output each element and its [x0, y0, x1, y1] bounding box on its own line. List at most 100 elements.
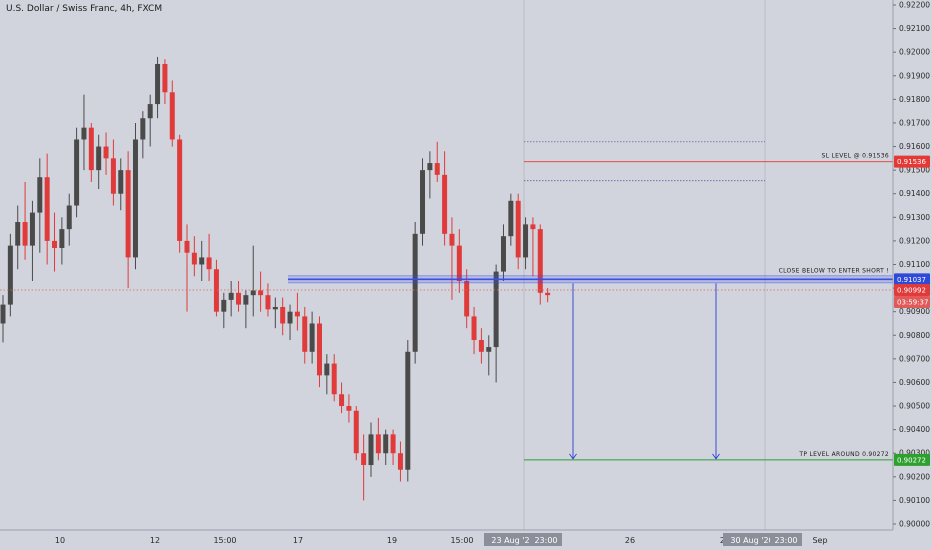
countdown-box: [894, 295, 930, 308]
candle-body: [434, 163, 440, 175]
candle: [471, 306, 477, 355]
x-tick-label: Sep: [812, 536, 827, 545]
candle-body: [302, 316, 308, 352]
time-tag-label: 23:00: [534, 536, 557, 545]
candle: [88, 122, 94, 182]
candle: [368, 422, 374, 477]
candle-body: [478, 339, 484, 352]
candle-body: [96, 146, 102, 171]
x-tick-label: 19: [387, 536, 397, 545]
candle: [236, 281, 242, 312]
candle-body: [15, 222, 21, 246]
candle-body: [390, 434, 396, 454]
annotations-layer: CLOSE BELOW TO ENTER SHORT ! SL LEVEL @ 0…: [0, 141, 893, 461]
candle-body: [74, 139, 80, 206]
x-tick-label: 12: [150, 536, 160, 545]
y-tick-label: 0.90700: [899, 354, 930, 363]
candle: [523, 217, 529, 270]
y-tick-label: 0.90000: [899, 520, 930, 529]
candle: [545, 288, 551, 303]
time-tag-box: [723, 533, 781, 546]
y-tick-label: 0.91800: [899, 95, 930, 104]
y-tick-label: 0.91900: [899, 71, 930, 80]
candle: [29, 200, 35, 282]
candle-body: [397, 453, 403, 470]
time-tag-box: [484, 533, 542, 546]
tp-price-tag-text: 0.90272: [897, 456, 926, 464]
candle: [132, 122, 138, 270]
candle: [118, 158, 124, 211]
candle-body: [0, 304, 6, 324]
candle: [339, 382, 345, 414]
candle-body: [316, 323, 322, 376]
candle: [125, 151, 131, 289]
candle: [169, 80, 175, 147]
entry-price-tag-box: [894, 273, 930, 286]
candle-body: [346, 406, 352, 411]
candles-layer: [0, 56, 551, 501]
candle-body: [545, 292, 551, 296]
candle-body: [155, 63, 161, 105]
candle: [177, 134, 183, 253]
candle-body: [118, 170, 124, 194]
candle: [515, 193, 521, 270]
candle-body: [221, 299, 227, 312]
candle: [375, 417, 381, 461]
y-tick-label: 0.91600: [899, 142, 930, 151]
candle: [228, 281, 234, 317]
y-tick-label: 0.90600: [899, 378, 930, 387]
candle: [434, 141, 440, 182]
candle-body: [500, 236, 506, 272]
candle-body: [29, 212, 35, 246]
price-axis: 0.92200 0.92100 0.92000 0.91900 0.91800 0.917…: [892, 0, 932, 550]
candle: [449, 217, 455, 300]
y-tick-label: 0.92100: [899, 24, 930, 33]
candle: [456, 229, 462, 293]
candle-body: [213, 269, 219, 312]
candle-body: [456, 245, 462, 282]
candle-body: [199, 257, 205, 265]
candle: [243, 290, 249, 329]
candle-body: [162, 63, 168, 93]
candle-body: [110, 158, 116, 194]
candle-body: [228, 292, 234, 300]
time-tag-box: [530, 533, 562, 546]
entry-label: CLOSE BELOW TO ENTER SHORT !: [779, 267, 889, 274]
candle: [412, 222, 418, 364]
y-tick-label: 0.91300: [899, 213, 930, 222]
candle-body: [147, 104, 153, 119]
y-tick-label: 0.91100: [899, 260, 930, 269]
y-tick-label: 0.91700: [899, 118, 930, 127]
candle-body: [375, 434, 381, 454]
candle-body: [184, 240, 190, 253]
candle: [221, 292, 227, 329]
candle-body: [66, 205, 72, 230]
candle: [383, 429, 389, 466]
candle: [103, 132, 109, 175]
candle: [250, 245, 256, 317]
candle: [22, 181, 28, 260]
current-price-tag-text: 0.90992: [897, 286, 926, 294]
candle: [361, 434, 367, 501]
candle: [265, 283, 271, 317]
candle: [37, 158, 43, 253]
candle: [346, 394, 352, 423]
candle: [331, 354, 337, 402]
candle-body: [420, 170, 426, 234]
sl-price-tag-box: [894, 155, 930, 168]
candle-body: [309, 323, 315, 352]
candle: [155, 56, 161, 119]
candle: [500, 224, 506, 282]
x-tick-label: 10: [55, 536, 65, 545]
y-tick-label: 0.90200: [899, 472, 930, 481]
candle: [44, 153, 50, 265]
candle-body: [103, 146, 109, 159]
candle: [397, 441, 403, 482]
candle: [110, 139, 116, 206]
candle: [74, 127, 80, 218]
candle-body: [339, 394, 345, 407]
tp-price-tag-box: [894, 453, 930, 466]
